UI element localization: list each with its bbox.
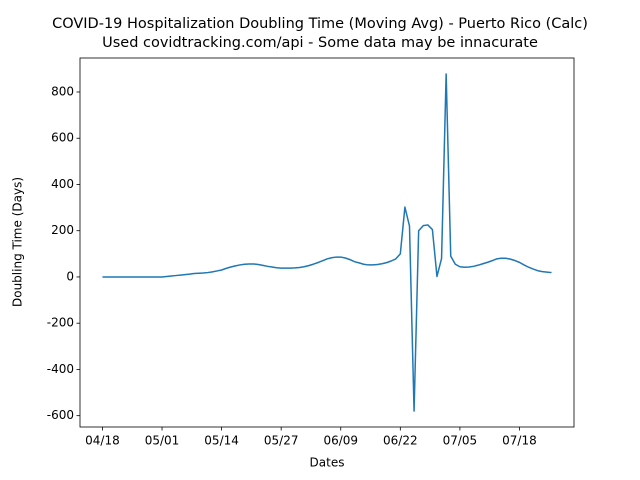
y-tick-label: -200 [47,316,74,330]
y-tick-label: 600 [51,131,74,145]
x-tick-label: 07/05 [443,434,478,448]
y-axis-label: Doubling Time (Days) [11,177,25,307]
x-tick-label: 05/27 [264,434,299,448]
x-tick-label: 06/09 [323,434,358,448]
y-tick-label: 0 [66,269,74,283]
x-tick-label: 05/14 [204,434,239,448]
y-tick-label: 200 [51,223,74,237]
y-tick-label: 800 [51,84,74,98]
x-tick-label: 07/18 [502,434,537,448]
x-tick-label: 04/18 [85,434,120,448]
y-tick-label: -400 [47,362,74,376]
x-tick-label: 06/22 [383,434,418,448]
line [102,73,552,412]
y-tick-label: 400 [51,177,74,191]
x-tick-label: 05/01 [145,434,180,448]
y-tick-label: -600 [47,408,74,422]
x-axis-label: Dates [310,456,345,470]
chart-subtitle: Used covidtracking.com/api - Some data m… [102,35,538,51]
chart-title: COVID-19 Hospitalization Doubling Time (… [52,16,588,32]
plot-frame [79,57,575,428]
